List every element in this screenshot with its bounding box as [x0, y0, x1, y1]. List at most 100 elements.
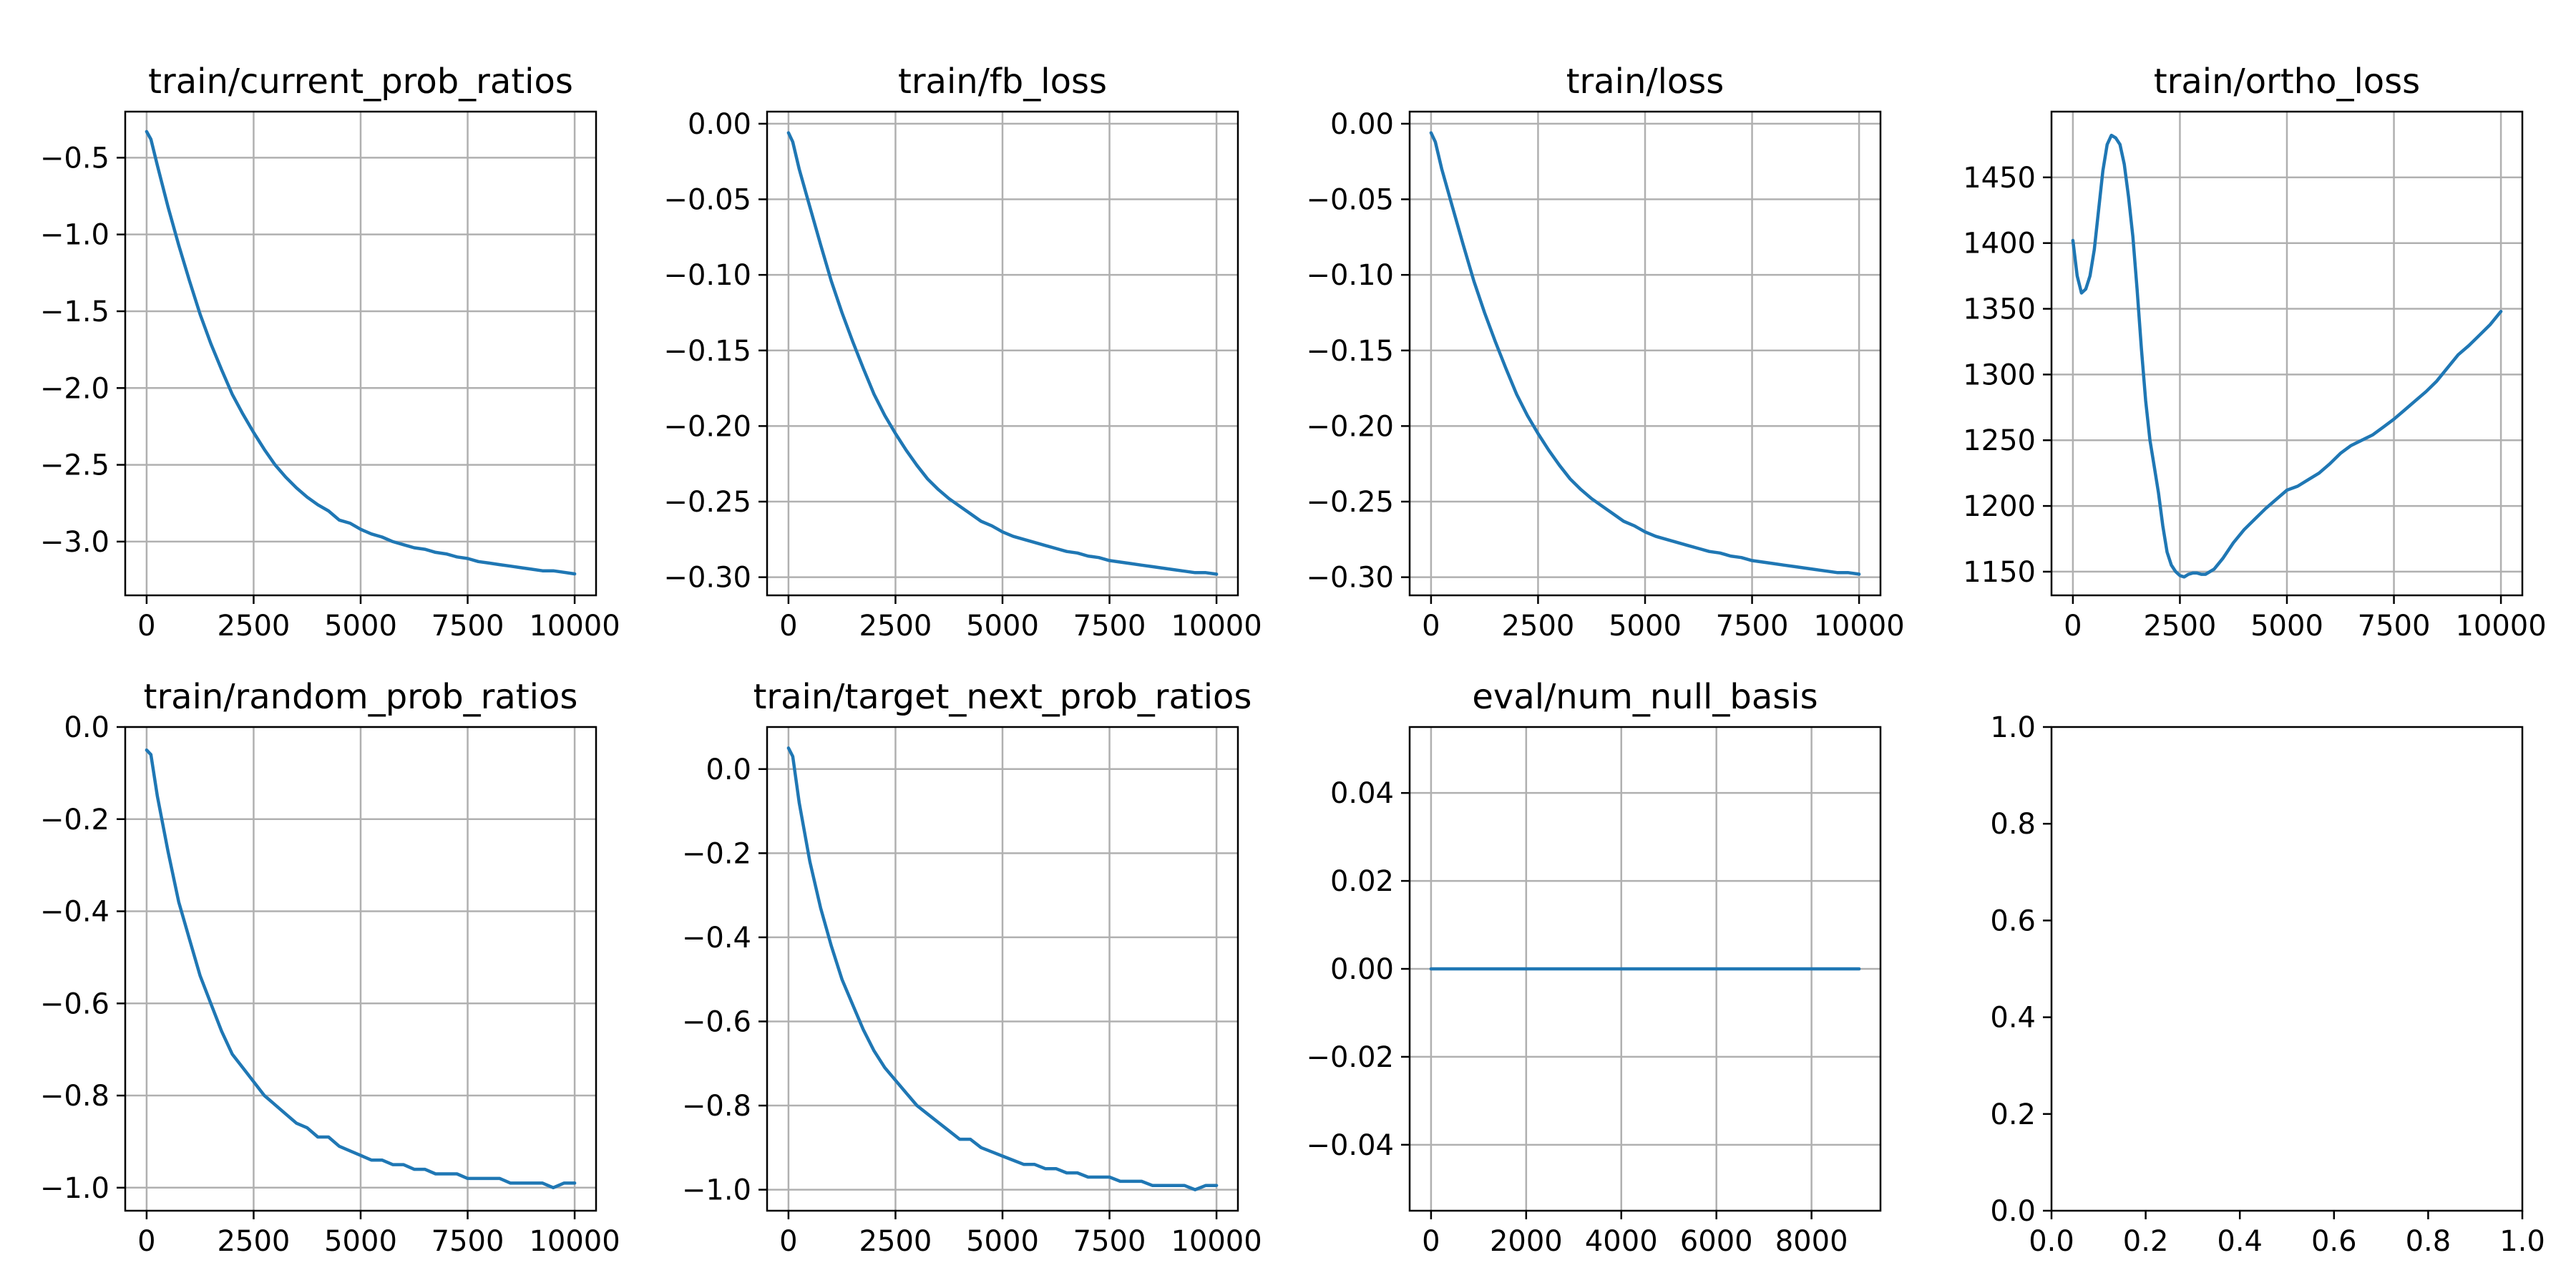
- x-tick-label-4: 10000: [1813, 610, 1904, 643]
- y-tick-label-1: 1200: [1963, 490, 2036, 523]
- y-tick-label-2: 0.4: [1990, 1002, 2036, 1035]
- subplot-title: eval/num_null_basis: [1472, 677, 1818, 717]
- x-tick-label-0: 0: [1422, 610, 1440, 643]
- y-tick-label-3: −1.5: [40, 296, 109, 328]
- y-tick-label-2: −0.20: [1306, 410, 1394, 443]
- subplot-6: 0 2500 5000 7500 10000 −1.0 −0.8 −0.6 −0.4 −0.2 0.…: [682, 677, 1262, 1258]
- x-tick-label-3: 7500: [2358, 610, 2431, 643]
- x-tick-label-0: 0: [137, 1225, 155, 1258]
- y-tick-label-5: 0.0: [64, 711, 109, 744]
- x-tick-label-0: 0: [779, 1225, 797, 1258]
- y-tick-label-0: 1150: [1963, 556, 2036, 589]
- series-line-1: [786, 131, 1219, 576]
- y-tick-label-1: 0.2: [1990, 1098, 2036, 1131]
- x-tick-label-2: 5000: [324, 610, 397, 643]
- y-tick-label-5: 1.0: [1990, 711, 2036, 744]
- y-tick-label-0: −1.0: [40, 1172, 109, 1205]
- subplot-4: 0 2500 5000 7500 10000 1150 1200 1250 1300 1350 14…: [1963, 62, 2547, 643]
- y-tick-label-5: −0.05: [663, 184, 751, 217]
- x-tick-label-3: 7500: [1716, 610, 1789, 643]
- x-tick-label-2: 5000: [1609, 610, 1682, 643]
- y-tick-label-2: −0.6: [40, 987, 109, 1020]
- y-tick-label-1: −0.25: [1306, 486, 1394, 519]
- x-tick-label-1: 2500: [218, 610, 291, 643]
- y-tick-label-1: −2.5: [40, 449, 109, 482]
- subplot-2: 0 2500 5000 7500 10000 −0.30 −0.25 −0.20 −0.15 −0…: [663, 62, 1262, 643]
- y-tick-label-2: 1250: [1963, 424, 2036, 457]
- subplot-title: train/ortho_loss: [2154, 62, 2420, 102]
- y-tick-label-4: −0.2: [40, 804, 109, 836]
- y-tick-label-3: −0.4: [682, 922, 751, 955]
- x-tick-label-3: 7500: [431, 1225, 504, 1258]
- y-tick-label-0: −0.30: [663, 562, 751, 595]
- x-tick-label-5: 1.0: [2499, 1225, 2545, 1258]
- x-tick-label-0: 0: [779, 610, 797, 643]
- subplot-title: train/target_next_prob_ratios: [753, 677, 1252, 717]
- x-tick-label-4: 10000: [1171, 1225, 1262, 1258]
- x-tick-label-1: 2500: [859, 610, 932, 643]
- y-tick-label-6: 0.00: [688, 108, 751, 141]
- y-tick-label-3: 0.6: [1990, 904, 2036, 937]
- y-tick-label-3: 1300: [1963, 358, 2036, 391]
- y-tick-label-0: −3.0: [40, 526, 109, 559]
- y-tick-label-2: −0.6: [682, 1005, 751, 1038]
- y-tick-label-0: −0.30: [1306, 562, 1394, 595]
- y-tick-label-0: 0.0: [1990, 1195, 2036, 1228]
- y-tick-label-5: −0.5: [40, 142, 109, 175]
- x-tick-label-3: 0.6: [2311, 1225, 2357, 1258]
- y-tick-label-5: 0.0: [706, 753, 751, 786]
- x-tick-label-0: 0: [2064, 610, 2082, 643]
- subplot-1: 0 2500 5000 7500 10000 −3.0 −2.5 −2.0 −1.5 −1.0 −0…: [40, 62, 620, 643]
- y-tick-label-4: 1350: [1963, 293, 2036, 326]
- subplot-5: 0 2500 5000 7500 10000 −1.0 −0.8 −0.6 −0.4 −0.2 0.…: [40, 677, 620, 1258]
- y-tick-label-4: −0.2: [682, 837, 751, 870]
- subplot-8: 0.0 0.2 0.4 0.6 0.8 1.0 0.0 0.2 0.4 0.6 0.8 1.0: [1990, 711, 2545, 1258]
- y-tick-label-6: 1450: [1963, 162, 2036, 195]
- x-tick-label-4: 10000: [529, 1225, 620, 1258]
- series-line-1: [2071, 133, 2503, 579]
- y-tick-label-1: −0.8: [40, 1080, 109, 1113]
- y-tick-label-1: −0.8: [682, 1090, 751, 1123]
- y-tick-label-4: 0.8: [1990, 808, 2036, 841]
- y-tick-label-4: −0.10: [663, 259, 751, 292]
- y-tick-label-3: −0.15: [663, 335, 751, 368]
- x-tick-label-4: 0.8: [2406, 1225, 2451, 1258]
- subplot-7: 0 2000 4000 6000 8000 −0.04 −0.02 0.00 0.02 0.04 e…: [1306, 677, 1882, 1258]
- series-line-1: [145, 748, 577, 1190]
- y-tick-label-1: −0.25: [663, 486, 751, 519]
- x-tick-label-4: 10000: [1171, 610, 1262, 643]
- x-tick-label-2: 4000: [1585, 1225, 1658, 1258]
- x-tick-label-1: 2500: [218, 1225, 291, 1258]
- x-tick-label-2: 0.4: [2217, 1225, 2263, 1258]
- subplots: 0 2500 5000 7500 10000 −3.0 −2.5 −2.0 −1.5 −1.0 −0…: [40, 62, 2547, 1258]
- x-tick-label-2: 5000: [966, 1225, 1039, 1258]
- y-tick-label-0: −0.04: [1306, 1129, 1394, 1162]
- subplot-title: train/random_prob_ratios: [144, 677, 578, 717]
- y-tick-label-3: 0.02: [1330, 865, 1394, 898]
- x-tick-label-2: 5000: [2250, 610, 2323, 643]
- x-tick-label-4: 8000: [1775, 1225, 1848, 1258]
- x-tick-label-3: 7500: [1073, 610, 1146, 643]
- x-tick-label-0: 0.0: [2029, 1225, 2074, 1258]
- axes-frame: [2050, 726, 2524, 1212]
- x-tick-label-1: 2500: [1502, 610, 1575, 643]
- series-line-1: [786, 746, 1219, 1191]
- y-tick-label-2: 0.00: [1330, 953, 1394, 986]
- x-tick-label-1: 0.2: [2123, 1225, 2169, 1258]
- series-line-1: [145, 130, 577, 576]
- subplot-3: 0 2500 5000 7500 10000 −0.30 −0.25 −0.20 −0.15 −0…: [1306, 62, 1904, 643]
- y-tick-label-5: −0.05: [1306, 184, 1394, 217]
- series-line-1: [1429, 131, 1861, 576]
- x-tick-label-4: 10000: [529, 610, 620, 643]
- y-tick-label-4: −1.0: [40, 219, 109, 252]
- subplot-title: train/fb_loss: [898, 62, 1107, 102]
- x-tick-label-3: 7500: [431, 610, 504, 643]
- y-tick-label-3: −0.15: [1306, 335, 1394, 368]
- x-tick-label-3: 7500: [1073, 1225, 1146, 1258]
- x-tick-label-3: 6000: [1680, 1225, 1753, 1258]
- x-tick-label-1: 2500: [2144, 610, 2217, 643]
- y-tick-label-4: −0.10: [1306, 259, 1394, 292]
- x-tick-label-2: 5000: [966, 610, 1039, 643]
